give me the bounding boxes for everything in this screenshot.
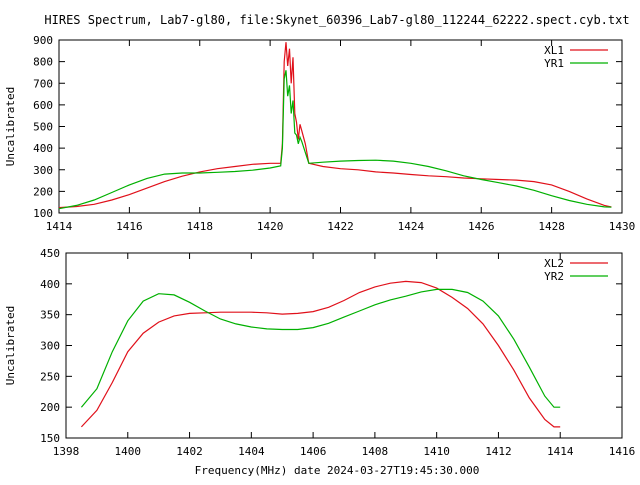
x-tick-label: 1418 — [187, 220, 214, 233]
series-line-xl1 — [58, 42, 612, 209]
series-line-xl2 — [80, 280, 561, 428]
y-tick-label: 800 — [33, 56, 53, 69]
x-tick-label: 1402 — [176, 445, 203, 458]
y-tick-label: 150 — [40, 432, 60, 445]
x-tick-label: 1430 — [609, 220, 636, 233]
series-line-yr1 — [58, 70, 612, 210]
series-line-yr2 — [80, 288, 561, 408]
x-tick-label: 1404 — [238, 445, 265, 458]
figure-title: HIRES Spectrum, Lab7-gl80, file:Skynet_6… — [44, 13, 629, 27]
y-tick-label: 250 — [40, 370, 60, 383]
x-tick-label: 1416 — [609, 445, 636, 458]
x-tick-label: 1424 — [398, 220, 425, 233]
y-tick-label: 400 — [40, 278, 60, 291]
x-tick-label: 1420 — [257, 220, 284, 233]
x-tick-label: 1422 — [327, 220, 354, 233]
x-axis-footer-label: Frequency(MHz) date 2024-03-27T19:45:30.… — [195, 464, 480, 477]
y-tick-label: 300 — [33, 164, 53, 177]
y-axis-label: Uncalibrated — [4, 306, 17, 385]
x-tick-label: 1398 — [53, 445, 80, 458]
x-tick-label: 1410 — [423, 445, 450, 458]
legend-label: YR2 — [544, 270, 564, 283]
x-tick-label: 1416 — [116, 220, 143, 233]
y-tick-label: 900 — [33, 34, 53, 47]
legend-label: XL2 — [544, 257, 564, 270]
x-tick-label: 1408 — [362, 445, 389, 458]
y-tick-label: 200 — [40, 401, 60, 414]
y-tick-label: 400 — [33, 142, 53, 155]
x-tick-label: 1414 — [46, 220, 73, 233]
y-tick-label: 350 — [40, 309, 60, 322]
x-tick-label: 1414 — [547, 445, 574, 458]
y-tick-label: 300 — [40, 340, 60, 353]
y-tick-label: 100 — [33, 207, 53, 220]
x-tick-label: 1428 — [538, 220, 565, 233]
top-plot: 1414 1416 1418 1420 1422 1424 1426 1428 1430 100 2… — [4, 34, 635, 233]
y-tick-label: 500 — [33, 121, 53, 134]
x-tick-label: 1406 — [300, 445, 327, 458]
x-tick-label: 1400 — [115, 445, 142, 458]
y-axis-label: Uncalibrated — [4, 87, 17, 166]
y-tick-label: 200 — [33, 185, 53, 198]
x-tick-label: 1426 — [468, 220, 495, 233]
legend-label: XL1 — [544, 44, 564, 57]
legend-label: YR1 — [544, 57, 564, 70]
x-tick-label: 1412 — [485, 445, 512, 458]
plot-frame — [58, 39, 623, 214]
bottom-plot: 1398 1400 1402 1404 1406 1408 1410 1412 1414 1416… — [4, 247, 635, 458]
y-tick-label: 450 — [40, 247, 60, 260]
y-tick-label: 700 — [33, 77, 53, 90]
y-tick-label: 600 — [33, 99, 53, 112]
